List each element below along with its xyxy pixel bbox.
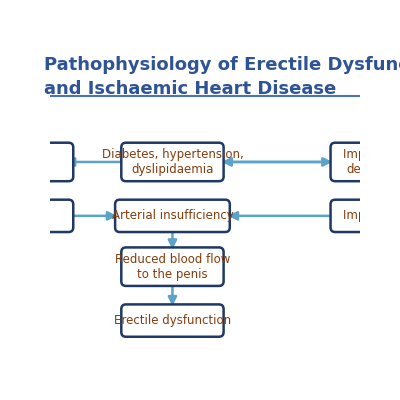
Text: Impaired en
dependent: Impaired en dependent	[343, 148, 400, 176]
Text: Diabetes, hypertension,
dyslipidaemia: Diabetes, hypertension, dyslipidaemia	[102, 148, 243, 176]
FancyBboxPatch shape	[0, 143, 73, 181]
Text: stenosis: stenosis	[1, 209, 49, 222]
Text: Reduced blood flow
to the penis: Reduced blood flow to the penis	[115, 253, 230, 281]
Text: clerosis: clerosis	[3, 156, 48, 168]
FancyBboxPatch shape	[121, 143, 224, 181]
FancyBboxPatch shape	[121, 304, 224, 337]
Text: and Ischaemic Heart Disease: and Ischaemic Heart Disease	[44, 80, 336, 98]
Text: Arterial insufficiency: Arterial insufficiency	[112, 209, 233, 222]
Text: Impaired va: Impaired va	[343, 209, 400, 222]
FancyBboxPatch shape	[121, 248, 224, 286]
FancyBboxPatch shape	[0, 200, 73, 232]
Text: Erectile dysfunction: Erectile dysfunction	[114, 314, 231, 327]
FancyBboxPatch shape	[115, 200, 230, 232]
Text: Pathophysiology of Erectile Dysfunction: Pathophysiology of Erectile Dysfunction	[44, 56, 400, 74]
FancyBboxPatch shape	[330, 200, 400, 232]
FancyBboxPatch shape	[330, 143, 400, 181]
